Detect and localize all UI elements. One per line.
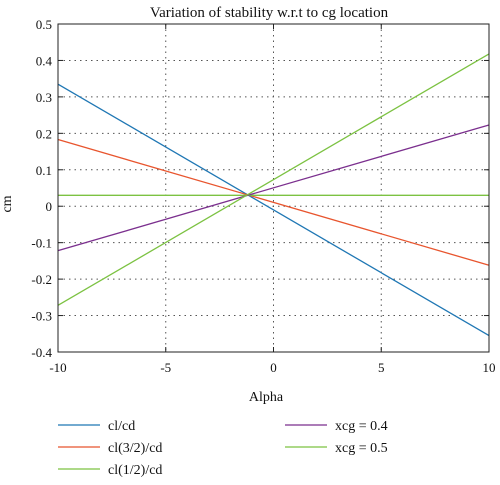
y-tick-label: -0.4 (31, 345, 52, 360)
x-tick-label: -5 (160, 360, 171, 375)
y-tick-label: 0.2 (36, 126, 52, 141)
series-lines (57, 53, 490, 337)
x-tick-label: 0 (270, 360, 277, 375)
chart-title: Variation of stability w.r.t to cg locat… (150, 5, 389, 21)
y-tick-label: 0.3 (36, 90, 52, 105)
grid (58, 24, 489, 352)
series-line-4 (57, 53, 490, 306)
legend: cl/cd cl(3/2)/cd cl(1/2)/cd xcg = 0.4 xcg = … (58, 419, 388, 478)
y-axis-label: cm (0, 195, 15, 212)
legend-label: cl(3/2)/cd (108, 441, 162, 456)
x-axis-label: Alpha (249, 390, 284, 405)
series-line-1 (57, 138, 490, 266)
y-tick-label: -0.2 (31, 272, 52, 287)
x-tick-label: 5 (378, 360, 385, 375)
x-tick-label: 10 (483, 360, 496, 375)
legend-label: cl(1/2)/cd (108, 463, 162, 478)
y-tick-label: 0 (46, 199, 53, 214)
y-tick-label: -0.3 (31, 309, 52, 324)
y-tick-label: 0.1 (36, 163, 52, 178)
legend-label: xcg = 0.4 (335, 419, 388, 434)
series-line-0 (57, 83, 490, 337)
y-tick-label: 0.5 (36, 17, 52, 32)
x-tick-label: -10 (49, 360, 66, 375)
legend-label: cl/cd (108, 419, 135, 434)
series-line-3 (57, 124, 490, 252)
y-tick-label: 0.4 (36, 53, 53, 68)
legend-label: xcg = 0.5 (335, 441, 388, 456)
y-tick-label: -0.1 (31, 236, 52, 251)
axis-ticks: -10 -5 0 5 10 -0.4 -0.3 -0.2 -0.1 0 0.1 0.2 0.3 0.4 0.… (31, 17, 495, 375)
